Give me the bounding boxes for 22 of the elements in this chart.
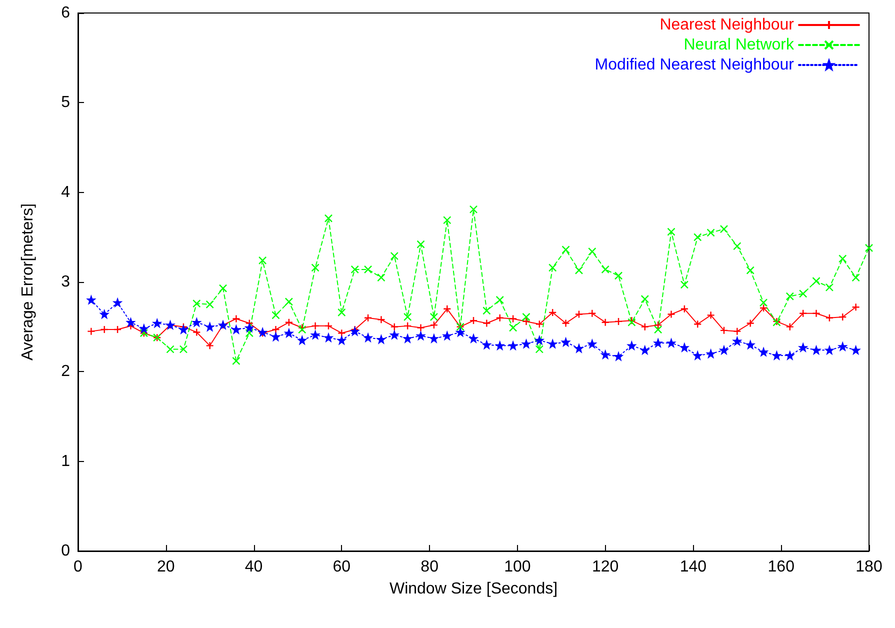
y-tick-label: 5: [61, 94, 70, 112]
x-tick-label: 80: [420, 558, 439, 576]
y-tick-label: 3: [61, 274, 70, 290]
y-tick-label: 4: [61, 184, 70, 201]
x-tick-label: 20: [156, 558, 175, 576]
legend-label: Neural Network: [684, 36, 795, 54]
y-axis-title: Average Error[meters]: [20, 203, 36, 361]
x-tick-label: 0: [74, 558, 83, 576]
legend-label: Modified Nearest Neighbour: [594, 56, 795, 74]
legend-label: Nearest Neighbour: [660, 16, 795, 34]
x-tick-label: 100: [504, 558, 531, 576]
y-tick-label: 6: [61, 4, 70, 22]
y-tick-label: 0: [61, 542, 70, 560]
y-tick-label: 2: [61, 363, 70, 380]
x-tick-label: 120: [592, 558, 619, 576]
x-tick-label: 160: [768, 558, 795, 576]
x-tick-label: 40: [244, 558, 263, 576]
x-axis-title: Window Size [Seconds]: [389, 580, 558, 598]
x-tick-label: 180: [856, 558, 882, 576]
y-tick-label: 1: [61, 452, 70, 470]
x-tick-label: 140: [680, 558, 707, 576]
x-tick-label: 60: [332, 558, 351, 576]
